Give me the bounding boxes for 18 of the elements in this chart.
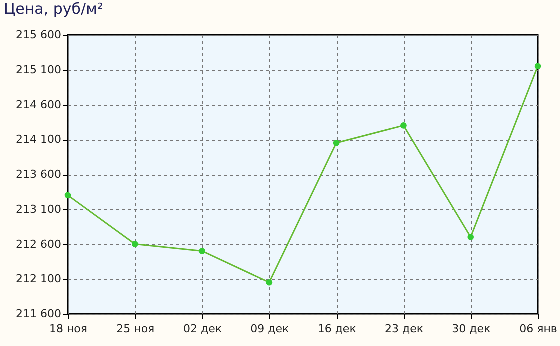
- x-tick-label: 16 дек: [318, 322, 357, 336]
- y-tick-label: 213 600: [16, 168, 62, 181]
- y-tick-label: 214 100: [16, 133, 62, 146]
- y-tick-label: 215 100: [16, 63, 62, 76]
- y-tick-label: 215 600: [16, 28, 62, 42]
- x-tick-label: 18 ноя: [49, 322, 88, 336]
- x-tick-label: 02 дек: [184, 322, 222, 336]
- x-tick-label: 25 ноя: [116, 322, 155, 336]
- x-tick-label: 09 дек: [250, 322, 290, 336]
- y-tick-label: 212 600: [16, 238, 62, 251]
- y-tick-label: 214 600: [16, 98, 62, 112]
- x-tick-label: 23 дек: [384, 322, 424, 336]
- x-tick-label: 06 янв: [520, 322, 558, 336]
- chart-title: Цена, руб/м²: [4, 0, 104, 18]
- x-tick-label: 30 дек: [452, 322, 491, 336]
- y-tick-label: 211 600: [16, 308, 62, 320]
- y-tick-label: 213 100: [16, 202, 62, 216]
- y-tick-label: 212 100: [16, 272, 62, 286]
